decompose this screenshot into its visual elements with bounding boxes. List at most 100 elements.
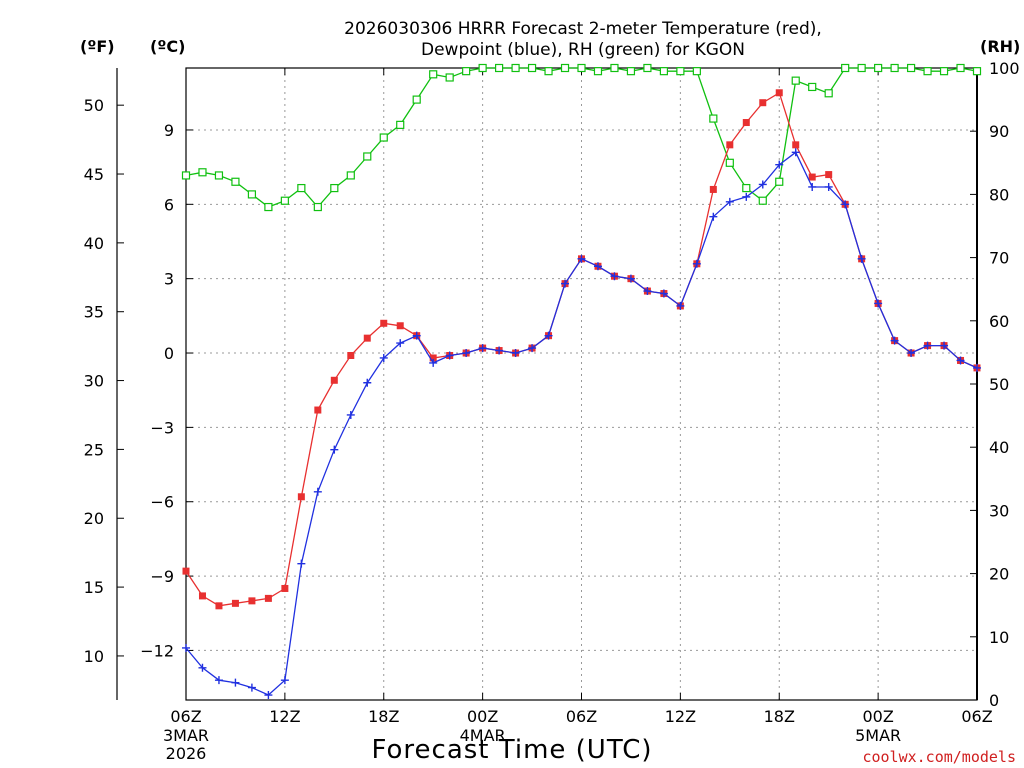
- dewpoint-point: [593, 262, 602, 271]
- dewpoint-point: [857, 254, 866, 263]
- dewpoint-point: [874, 299, 883, 308]
- rh-tick-label: 60: [989, 312, 1009, 331]
- dewpoint-point: [247, 683, 256, 692]
- dewpoint-point: [610, 272, 619, 281]
- fahrenheit-tick-label: 45: [84, 165, 104, 184]
- dewpoint-point: [396, 339, 405, 348]
- temperature-point: [330, 376, 338, 384]
- temperature-point: [742, 119, 750, 127]
- rh-unit-label: (RH): [980, 37, 1020, 56]
- date-label: 2026: [166, 744, 207, 763]
- rh-point: [857, 63, 866, 73]
- celsius-tick-label: 9: [164, 121, 174, 140]
- tick-labels: 101520253035404550−12−9−6−30369010203040…: [84, 59, 1020, 763]
- fahrenheit-tick-label: 20: [84, 509, 104, 528]
- dewpoint-point: [775, 160, 784, 169]
- rh-point: [297, 183, 306, 193]
- rh-point: [643, 63, 652, 73]
- data-series: [181, 63, 982, 700]
- rh-point: [181, 171, 191, 180]
- dewpoint-point: [676, 301, 685, 310]
- celsius-tick-label: 0: [164, 344, 174, 363]
- dewpoint-point: [313, 487, 322, 496]
- rh-tick-label: 70: [989, 249, 1009, 268]
- dewpoint-point: [692, 259, 701, 268]
- fahrenheit-unit-label: (ºF): [80, 37, 115, 56]
- dewpoint-point: [280, 676, 289, 685]
- dewpoint-point: [956, 356, 965, 365]
- dewpoint-point: [709, 212, 718, 221]
- temperature-point: [759, 99, 767, 107]
- dewpoint-point: [511, 349, 520, 358]
- fahrenheit-tick-label: 35: [84, 303, 104, 322]
- temperature-point: [792, 141, 800, 149]
- rh-point: [280, 196, 289, 205]
- dewpoint-point: [577, 254, 586, 263]
- dewpoint-point: [841, 200, 850, 209]
- rh-tick-label: 20: [989, 565, 1009, 584]
- temperature-point: [396, 322, 404, 330]
- dewpoint-point: [791, 148, 800, 157]
- rh-point: [511, 63, 520, 73]
- dewpoint-point: [544, 331, 553, 340]
- temperature-point: [314, 406, 322, 414]
- dewpoint-point: [643, 287, 652, 296]
- fahrenheit-tick-label: 40: [84, 234, 104, 253]
- dewpoint-point: [528, 344, 537, 353]
- rh-point: [890, 63, 899, 73]
- rh-tick-label: 50: [989, 375, 1009, 394]
- dewpoint-point: [297, 559, 306, 568]
- x-tick-label: 12Z: [269, 707, 300, 726]
- rh-point: [725, 158, 734, 167]
- x-tick-label: 18Z: [368, 707, 399, 726]
- rh-tick-label: 40: [989, 438, 1009, 457]
- dewpoint-point: [330, 445, 339, 454]
- dewpoint-point: [659, 289, 668, 298]
- rh-point: [478, 63, 487, 73]
- dewpoint-point: [923, 341, 932, 350]
- rh-point: [330, 183, 339, 193]
- dewpoint-point: [495, 346, 504, 355]
- rh-point: [363, 152, 372, 161]
- rh-point: [906, 63, 916, 73]
- temperature-point: [775, 89, 783, 97]
- temperature-point: [297, 493, 305, 501]
- temperature-point: [808, 173, 816, 181]
- x-tick-label: 12Z: [665, 707, 696, 726]
- x-tick-label: 00Z: [467, 707, 498, 726]
- rh-tick-label: 90: [989, 122, 1009, 141]
- dewpoint-point: [890, 336, 899, 345]
- rh-point: [659, 67, 668, 76]
- dewpoint-point: [940, 341, 949, 350]
- temperature-point: [347, 351, 355, 359]
- dewpoint-point: [445, 351, 454, 360]
- rh-point: [577, 63, 586, 73]
- temperature-point: [380, 319, 388, 327]
- dewpoint-point: [626, 274, 635, 283]
- rh-tick-label: 80: [989, 185, 1009, 204]
- dewpoint-point: [973, 363, 981, 372]
- temperature-line: [185, 91, 978, 607]
- x-tick-label: 18Z: [764, 707, 795, 726]
- temperature-point: [825, 171, 833, 179]
- temperature-point: [198, 592, 206, 600]
- temperature-point: [264, 594, 272, 602]
- dewpoint-point: [824, 182, 833, 191]
- rh-tick-label: 0: [989, 691, 999, 710]
- dewpoint-point: [429, 358, 438, 367]
- rh-point: [972, 67, 982, 76]
- rh-point: [445, 73, 454, 82]
- rh-point: [923, 67, 932, 76]
- dewpoint-point: [346, 410, 355, 419]
- rh-point: [495, 63, 504, 73]
- date-label: 5MAR: [855, 726, 901, 745]
- fahrenheit-tick-label: 50: [84, 96, 104, 115]
- celsius-tick-label: 3: [164, 270, 174, 289]
- rh-point: [758, 196, 767, 205]
- fahrenheit-tick-label: 25: [84, 440, 104, 459]
- dewpoint-point: [363, 378, 372, 387]
- dewpoint-point: [725, 197, 734, 206]
- rh-point: [560, 63, 570, 73]
- series-dewpoint: [182, 148, 981, 700]
- rh-point: [264, 202, 273, 212]
